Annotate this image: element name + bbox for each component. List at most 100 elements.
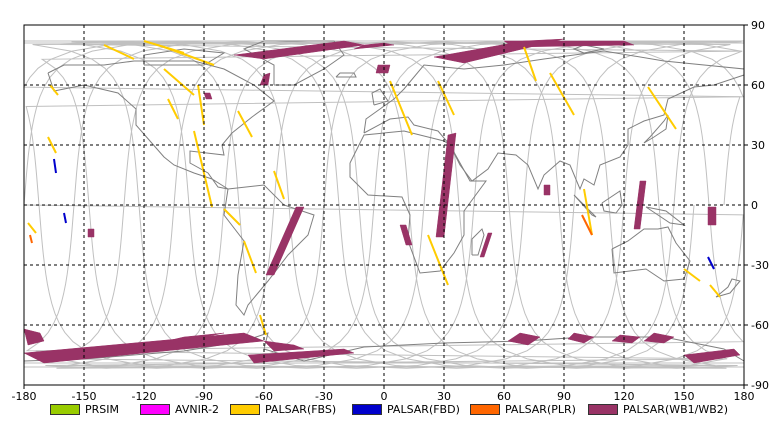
swath-fbs bbox=[647, 86, 677, 130]
legend-swatch bbox=[230, 404, 260, 415]
coastline bbox=[242, 40, 345, 86]
y-tick-label: -30 bbox=[751, 259, 769, 272]
orbit-track bbox=[40, 41, 741, 369]
swath-fbs bbox=[259, 314, 267, 336]
swath-fbs bbox=[197, 84, 205, 126]
swath-fbs bbox=[103, 44, 135, 60]
swath-fbd bbox=[707, 256, 715, 270]
x-tick-label: 150 bbox=[674, 390, 695, 400]
orbit-track bbox=[71, 41, 731, 369]
swath-plr bbox=[29, 234, 33, 244]
x-tick-label: -180 bbox=[12, 390, 37, 400]
legend-item: PRSIM bbox=[50, 403, 119, 416]
observation-swaths bbox=[23, 38, 741, 364]
coastline bbox=[223, 184, 315, 316]
coastline bbox=[643, 114, 669, 144]
legend-item: AVNIR-2 bbox=[140, 403, 219, 416]
swath-wb bbox=[643, 332, 675, 344]
swath-fbs bbox=[163, 46, 215, 66]
x-tick-label: 30 bbox=[437, 390, 451, 400]
swath-fbs bbox=[683, 268, 701, 282]
swath-wb bbox=[265, 206, 305, 276]
orbit-track bbox=[55, 41, 738, 369]
x-tick-label: -30 bbox=[315, 390, 333, 400]
x-tick-label: 120 bbox=[614, 390, 635, 400]
swath-fbd bbox=[53, 158, 57, 174]
coastline bbox=[349, 130, 487, 274]
swath-wb bbox=[611, 334, 641, 344]
y-tick-label: 60 bbox=[751, 79, 765, 92]
legend-item: PALSAR(PLR) bbox=[470, 403, 576, 416]
legend-item: PALSAR(FBD) bbox=[352, 403, 460, 416]
swath-fbs bbox=[709, 284, 721, 298]
swath-fbs bbox=[523, 46, 537, 82]
swath-wb bbox=[233, 40, 365, 60]
y-tick-label: 0 bbox=[751, 199, 758, 212]
swath-fbs bbox=[49, 84, 59, 96]
swath-wb bbox=[259, 72, 271, 86]
coastline bbox=[363, 50, 745, 191]
swath-wb bbox=[263, 340, 305, 352]
swath-wb bbox=[247, 348, 355, 364]
coastline bbox=[645, 206, 686, 226]
legend-label: AVNIR-2 bbox=[175, 403, 219, 416]
swath-fbs bbox=[47, 136, 57, 154]
swath-wb bbox=[375, 64, 391, 74]
swath-wb bbox=[479, 232, 493, 258]
legend-label: PALSAR(PLR) bbox=[505, 403, 576, 416]
legend-swatch bbox=[588, 404, 618, 415]
legend-swatch bbox=[50, 404, 80, 415]
map-plot: -180 -150 -120 -90 -60 -30 0 30 60 90 120 150 180 90 6… bbox=[12, 19, 769, 403]
coastline bbox=[47, 60, 275, 190]
coastline bbox=[611, 226, 691, 282]
grid-lines bbox=[24, 25, 744, 385]
axis-ticks: -180 -150 -120 -90 -60 -30 0 30 60 90 120 150 180 90 6… bbox=[12, 19, 769, 403]
swath-fbs bbox=[437, 80, 455, 116]
swath-wb bbox=[633, 180, 647, 230]
swath-wb bbox=[23, 328, 45, 346]
swath-wb bbox=[399, 224, 413, 246]
orbit-track bbox=[45, 41, 728, 369]
legend-label: PALSAR(FBS) bbox=[265, 403, 337, 416]
swath-fbs bbox=[223, 208, 241, 226]
swath-wb bbox=[683, 348, 741, 364]
coastline bbox=[715, 278, 741, 298]
swath-fbs bbox=[163, 68, 195, 96]
legend-swatch bbox=[470, 404, 500, 415]
x-tick-label: 0 bbox=[381, 390, 388, 400]
coastline bbox=[371, 88, 389, 106]
swath-fbs bbox=[243, 240, 257, 274]
legend-swatch bbox=[352, 404, 382, 415]
y-tick-label: 30 bbox=[751, 139, 765, 152]
swath-fbs bbox=[549, 72, 575, 116]
x-tick-label: -120 bbox=[132, 390, 157, 400]
y-tick-label: -60 bbox=[751, 319, 769, 332]
coastline bbox=[601, 190, 623, 214]
swath-fbs bbox=[27, 222, 37, 234]
swath-wb bbox=[203, 92, 213, 100]
legend-item: PALSAR(FBS) bbox=[230, 403, 336, 416]
swath-wb bbox=[507, 332, 541, 346]
swath-fbs bbox=[583, 188, 593, 236]
swath-wb bbox=[87, 228, 95, 238]
swath-fbs bbox=[237, 110, 253, 138]
swath-wb bbox=[503, 40, 635, 48]
legend-label: PALSAR(WB1/WB2) bbox=[623, 403, 729, 416]
swath-wb bbox=[435, 132, 457, 238]
legend-label: PALSAR(FBD) bbox=[387, 403, 460, 416]
coastline bbox=[471, 228, 485, 256]
legend-item: PALSAR(WB1/WB2) bbox=[588, 403, 728, 416]
x-tick-label: 180 bbox=[734, 390, 755, 400]
swath-fbs bbox=[193, 130, 213, 208]
x-tick-label: 90 bbox=[557, 390, 571, 400]
swath-fbs bbox=[273, 170, 285, 200]
swath-fbd bbox=[63, 212, 67, 224]
x-tick-label: 60 bbox=[497, 390, 511, 400]
x-tick-label: -150 bbox=[72, 390, 97, 400]
coastline bbox=[335, 72, 357, 78]
x-tick-label: -60 bbox=[255, 390, 273, 400]
swath-wb bbox=[707, 206, 717, 226]
y-tick-label: 90 bbox=[751, 19, 765, 32]
swath-fbs bbox=[427, 234, 449, 286]
